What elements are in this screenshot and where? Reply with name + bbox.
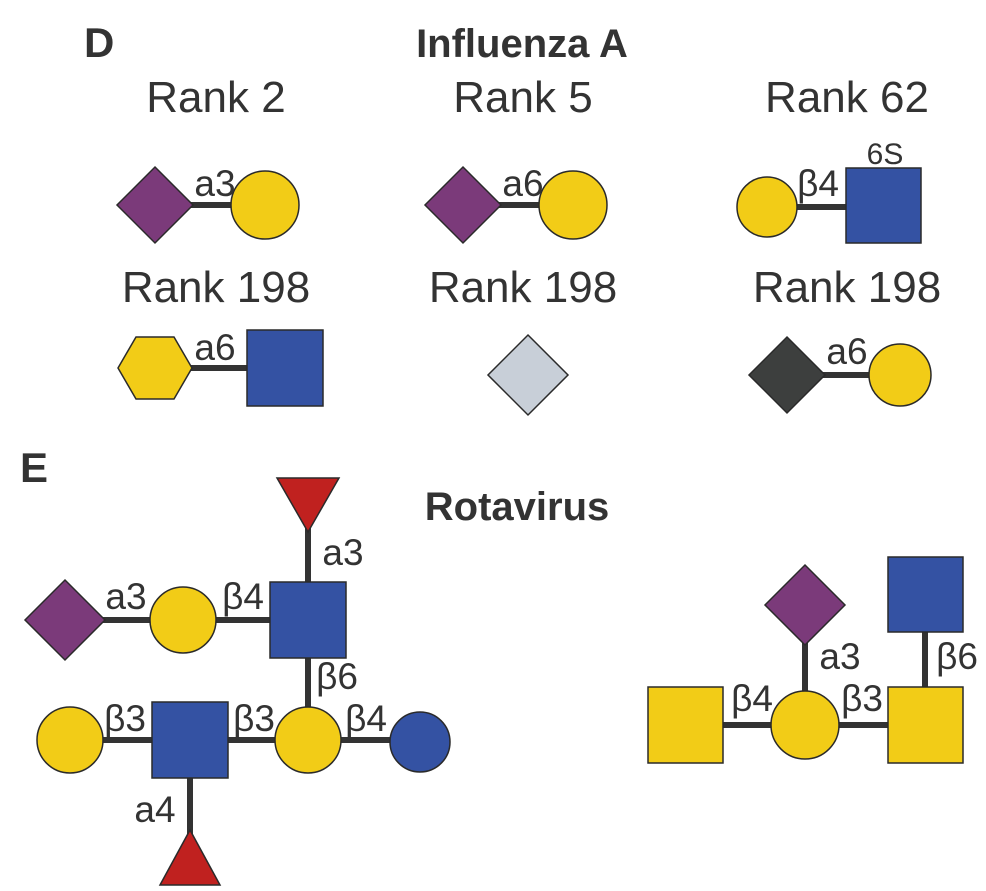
linkage-label: a3	[105, 576, 146, 617]
linkage-label: β4	[797, 163, 839, 204]
sulfation-label: 6S	[867, 138, 904, 171]
panel-e-title: Rotavirus	[425, 485, 610, 529]
bottom-glcnac-square	[151, 701, 229, 779]
influenza-glycan-rank-198-c: Rank 198 a6	[747, 263, 941, 415]
linkage-label: a3	[322, 532, 363, 573]
galactose-circle	[230, 170, 300, 240]
glcnac-square	[269, 581, 347, 659]
rank-label: Rank 198	[122, 263, 310, 312]
bottom-left-galactose-circle	[36, 706, 104, 774]
galactose-circle	[149, 586, 217, 654]
linkage-label: β3	[841, 678, 883, 719]
influenza-glycan-rank-198-b: Rank 198	[429, 263, 617, 417]
rank-label: Rank 198	[753, 263, 941, 312]
panel-d: D Influenza A Rank 2 a3 Rank 5 a6 Rank 6…	[84, 19, 941, 417]
rank-label: Rank 2	[146, 73, 285, 122]
top-fucose-triangle	[275, 477, 341, 534]
linkage-label: β4	[345, 698, 387, 739]
light-grey-diamond	[486, 333, 570, 417]
panel-d-title: Influenza A	[416, 22, 628, 66]
linkage-label: a3	[194, 163, 235, 204]
rotavirus-glycan-right: a3 β6 β4 β3	[647, 556, 978, 764]
panel-d-letter: D	[84, 19, 114, 66]
rank-label: Rank 198	[429, 263, 617, 312]
linkage-label: β6	[316, 656, 358, 697]
linkage-label: β6	[936, 636, 978, 677]
core-galactose-circle	[274, 706, 342, 774]
glcnac-square	[845, 167, 922, 244]
glcnac-square	[246, 329, 324, 407]
linkage-label: β3	[233, 698, 275, 739]
rank-label: Rank 62	[765, 73, 929, 122]
right-yellow-square	[887, 686, 964, 764]
glcnac-square	[887, 556, 964, 633]
linkage-label: a4	[134, 789, 175, 830]
influenza-glycan-rank-62: Rank 62 β4 6S	[736, 73, 929, 244]
galactose-circle	[770, 690, 840, 760]
rank-label: Rank 5	[453, 73, 592, 122]
left-yellow-square	[647, 686, 724, 764]
sialic-acid-diamond	[23, 578, 107, 662]
influenza-glycan-rank-2: Rank 2 a3	[115, 73, 300, 245]
panel-e: E Rotavirus a3 a3 β4 β6 β3 β3 β4 a4	[20, 444, 978, 886]
linkage-label: a6	[826, 331, 867, 372]
sialic-acid-diamond	[115, 165, 195, 245]
galactose-circle	[538, 170, 608, 240]
linkage-label: a6	[502, 163, 543, 204]
sialic-acid-diamond	[763, 563, 847, 647]
sialic-acid-diamond	[423, 165, 503, 245]
linkage-label: β4	[731, 678, 773, 719]
yellow-hexagon	[117, 336, 193, 400]
bottom-fucose-triangle	[158, 828, 222, 886]
linkage-label: β4	[222, 576, 264, 617]
influenza-glycan-rank-5: Rank 5 a6	[423, 73, 608, 245]
influenza-glycan-rank-198-a: Rank 198 a6	[117, 263, 324, 407]
blue-circle	[389, 711, 451, 773]
dark-grey-diamond	[747, 335, 827, 415]
linkage-label: a6	[194, 327, 235, 368]
panel-e-letter: E	[20, 444, 48, 491]
linkage-label: a3	[819, 636, 860, 677]
linkage-label: β3	[104, 698, 146, 739]
rotavirus-glycan-left: a3 a3 β4 β6 β3 β3 β4 a4	[23, 477, 451, 886]
galactose-circle	[868, 343, 932, 407]
galactose-circle	[736, 176, 798, 238]
